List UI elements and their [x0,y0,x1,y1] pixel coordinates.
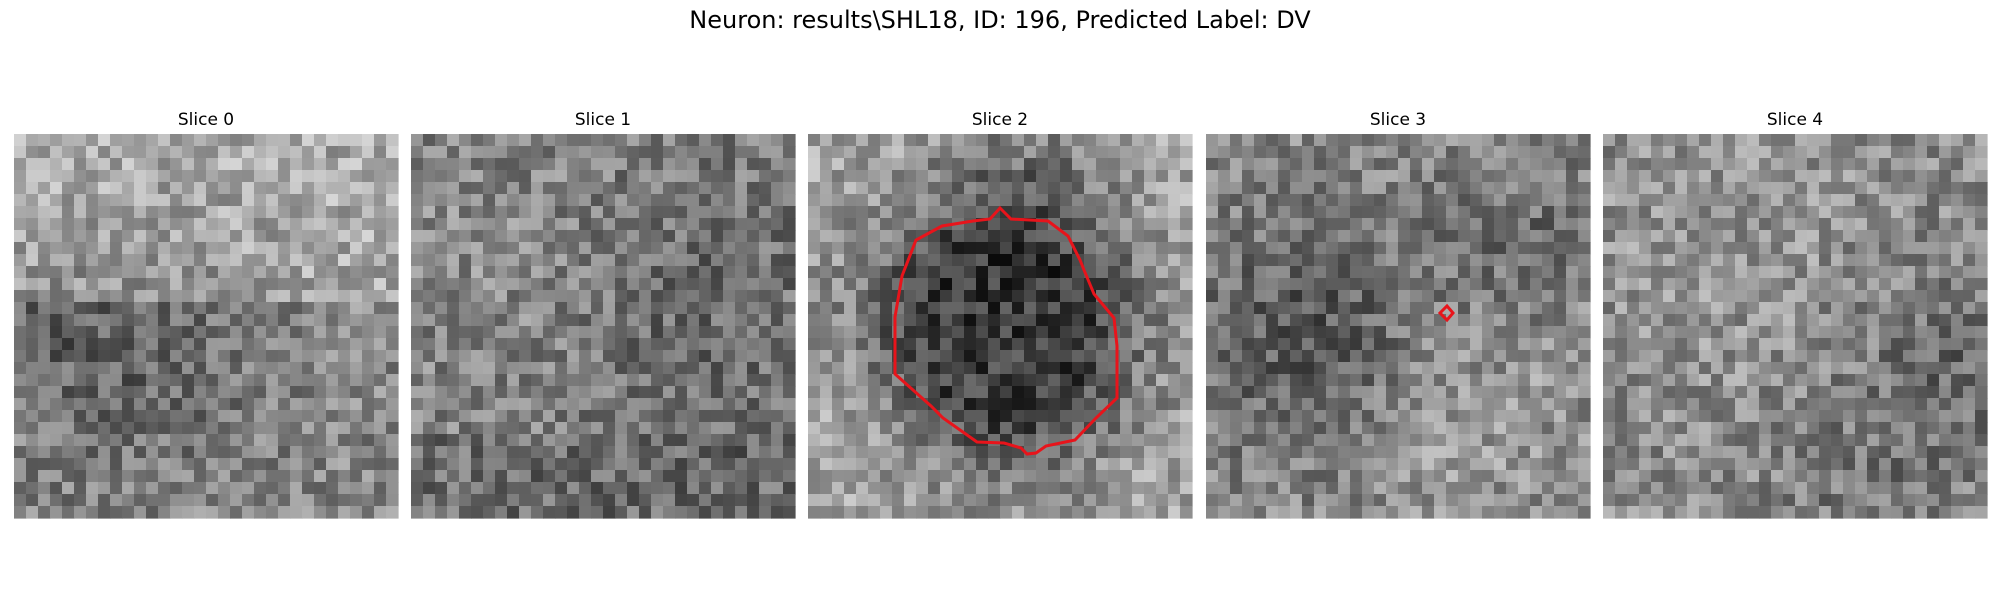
slice-title-3: Slice 3 [1369,110,1427,130]
slice-image-2 [808,134,1193,519]
slice-image-4 [1603,134,1988,519]
cell-contour [893,205,1119,456]
slice-title-4: Slice 4 [1766,110,1824,130]
slice-panel-1 [411,134,796,519]
slice-title-2: Slice 2 [971,110,1029,130]
slice-panel-0 [14,134,399,519]
slice-panel-2 [808,134,1193,519]
slice-panel-4 [1603,134,1988,519]
slice-title-0: Slice 0 [177,110,235,130]
slice-panel-3 [1206,134,1591,519]
roi-marker [1437,303,1455,323]
slice-image-1 [411,134,796,519]
figure-title: Neuron: results\SHL18, ID: 196, Predicte… [689,6,1311,34]
slice-title-1: Slice 1 [574,110,632,130]
slice-image-0 [14,134,399,519]
slice-image-3 [1206,134,1591,519]
